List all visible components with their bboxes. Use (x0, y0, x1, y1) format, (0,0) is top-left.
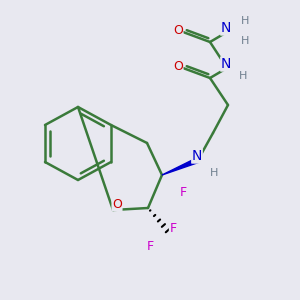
Text: O: O (173, 61, 183, 74)
Text: O: O (112, 197, 122, 211)
Text: H: H (210, 168, 218, 178)
Text: F: F (146, 239, 154, 253)
Text: N: N (192, 149, 202, 163)
Text: F: F (179, 187, 187, 200)
Text: F: F (169, 221, 177, 235)
Text: N: N (221, 57, 231, 71)
Text: H: H (241, 16, 249, 26)
Text: H: H (241, 36, 249, 46)
Polygon shape (162, 158, 199, 175)
Text: H: H (239, 71, 247, 81)
Text: O: O (173, 25, 183, 38)
Text: N: N (221, 21, 231, 35)
